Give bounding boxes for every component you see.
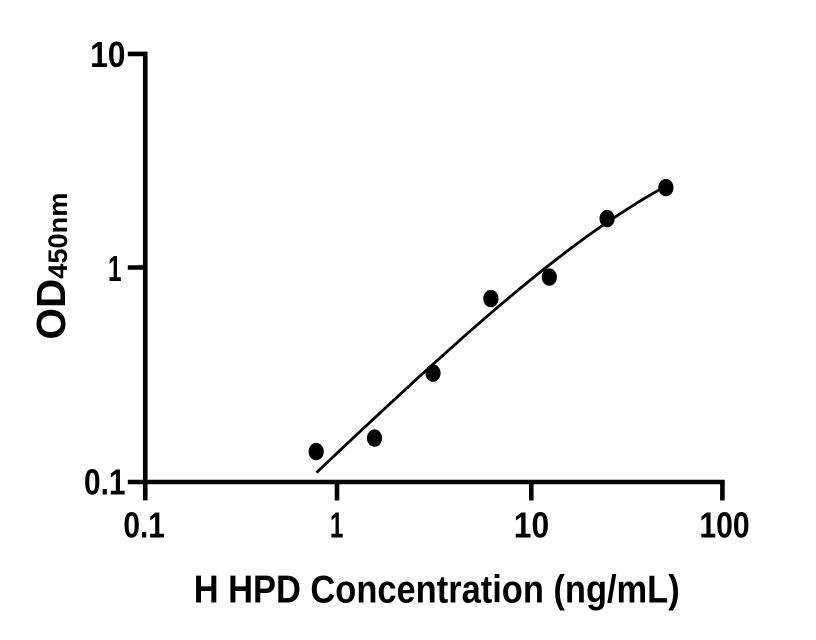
svg-text:1: 1: [330, 504, 344, 545]
svg-text:0.1: 0.1: [123, 504, 165, 545]
svg-text:1: 1: [108, 248, 122, 289]
svg-text:10: 10: [514, 504, 549, 545]
svg-text:H HPD Concentration (ng/mL): H HPD Concentration (ng/mL): [194, 569, 680, 612]
svg-text:0.1: 0.1: [84, 462, 126, 503]
svg-text:100: 100: [699, 504, 749, 545]
svg-text:10: 10: [90, 34, 125, 75]
